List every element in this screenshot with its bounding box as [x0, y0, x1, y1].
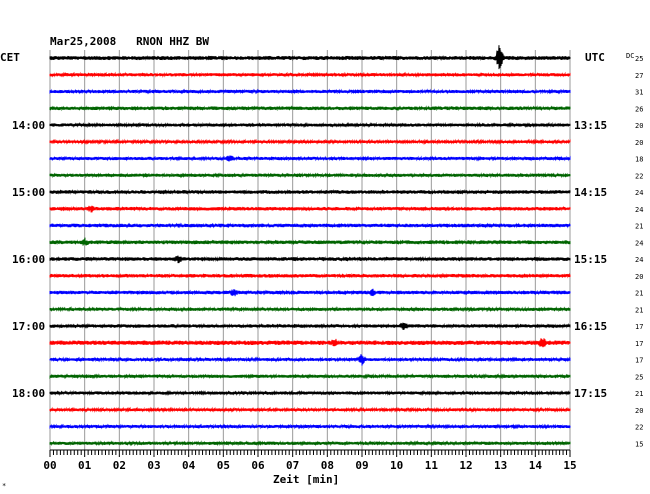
trace-1	[49, 71, 571, 78]
utc-hour-labels: 13:15 14:15 15:15 16:15 17:15	[574, 119, 607, 400]
utc-hour-label: 17:15	[574, 387, 607, 400]
trace-7	[49, 172, 571, 179]
x-tick-label: 11	[425, 459, 439, 472]
x-axis-label: Zeit [min]	[273, 473, 339, 486]
x-tick-label: 06	[251, 459, 265, 472]
trace-3	[49, 105, 571, 112]
trace-4	[49, 121, 571, 129]
dc-value: 17	[635, 340, 643, 348]
x-tick-label: 12	[459, 459, 472, 472]
trace-6	[49, 155, 571, 162]
utc-hour-label: 15:15	[574, 253, 607, 266]
trace-9	[49, 205, 571, 213]
dc-value: 27	[635, 72, 643, 80]
dc-value: 20	[635, 273, 643, 281]
trace-20	[49, 389, 571, 397]
x-tick-label: 07	[286, 459, 299, 472]
x-tick-label: 09	[355, 459, 368, 472]
dc-value: 18	[635, 156, 643, 164]
x-tick-label: 08	[321, 459, 334, 472]
utc-hour-label: 16:15	[574, 320, 607, 333]
trace-18	[49, 354, 571, 366]
cet-hour-label: 15:00	[12, 186, 45, 199]
dc-value: 15	[635, 440, 643, 448]
dc-value: 20	[635, 407, 643, 415]
time-grid	[49, 50, 571, 450]
trace-19	[49, 373, 571, 380]
utc-hour-label: 14:15	[574, 186, 607, 199]
x-tick-label: 14	[529, 459, 543, 472]
dc-value: 21	[635, 223, 643, 231]
trace-11	[49, 237, 571, 246]
trace-23	[49, 440, 571, 447]
x-axis: 00 01 02 03 04 05 06 07 08 09 10 11 12 13 14 15	[43, 449, 577, 472]
x-tick-label: 02	[113, 459, 126, 472]
trace-12	[49, 255, 571, 264]
x-tick-label: 10	[390, 459, 403, 472]
x-tick-label: 15	[563, 459, 576, 472]
dc-value: 25	[635, 373, 643, 381]
utc-hour-label: 13:15	[574, 119, 607, 132]
dc-value: 24	[635, 189, 643, 197]
cet-hour-label: 14:00	[12, 119, 45, 132]
trace-5	[49, 138, 571, 145]
trace-17	[49, 338, 571, 348]
cet-hour-labels: 14:00 15:00 16:00 17:00 18:00	[12, 119, 45, 400]
dc-value: 20	[635, 139, 643, 147]
trace-21	[49, 406, 571, 413]
trace-15	[49, 306, 571, 313]
trace-2	[49, 88, 571, 95]
x-tick-label: 00	[43, 459, 56, 472]
trace-14	[49, 288, 571, 297]
dc-value: 25	[635, 55, 643, 63]
cet-hour-label: 16:00	[12, 253, 45, 266]
x-tick-label: 03	[147, 459, 160, 472]
dc-value: 17	[635, 357, 643, 365]
x-tick-label: 05	[217, 459, 230, 472]
trace-10	[49, 222, 571, 229]
dc-value: 20	[635, 122, 643, 130]
x-tick-label: 04	[182, 459, 196, 472]
dc-value: 22	[635, 424, 643, 432]
cet-hour-label: 18:00	[12, 387, 45, 400]
chart-title: Mar25,2008 RNON HHZ BW	[50, 35, 209, 48]
dc-value: 26	[635, 105, 643, 113]
x-tick-label: 13	[494, 459, 507, 472]
dc-label: DC	[626, 52, 634, 60]
trace-8	[49, 189, 571, 195]
trace-0	[49, 45, 571, 70]
corner-mark: *	[2, 482, 6, 490]
trace-group	[49, 45, 571, 447]
trace-22	[49, 423, 571, 430]
dc-value: 24	[635, 239, 643, 247]
dc-value: 24	[635, 206, 643, 214]
dc-value: 24	[635, 256, 643, 264]
dc-value: 21	[635, 390, 643, 398]
utc-label: UTC	[585, 51, 605, 64]
dc-value: 21	[635, 290, 643, 298]
dc-value: 17	[635, 323, 643, 331]
cet-hour-label: 17:00	[12, 320, 45, 333]
trace-16	[49, 322, 571, 330]
dc-value: 21	[635, 306, 643, 314]
trace-13	[49, 272, 571, 279]
dc-value: 31	[635, 89, 643, 97]
x-tick-label: 01	[78, 459, 92, 472]
dc-values: 25 27 31 26 20 20 18 22 24 24 21 24 24 20 21 21 17 17 17 25…	[635, 55, 643, 448]
cet-label: CET	[0, 51, 20, 64]
dc-value: 22	[635, 172, 643, 180]
